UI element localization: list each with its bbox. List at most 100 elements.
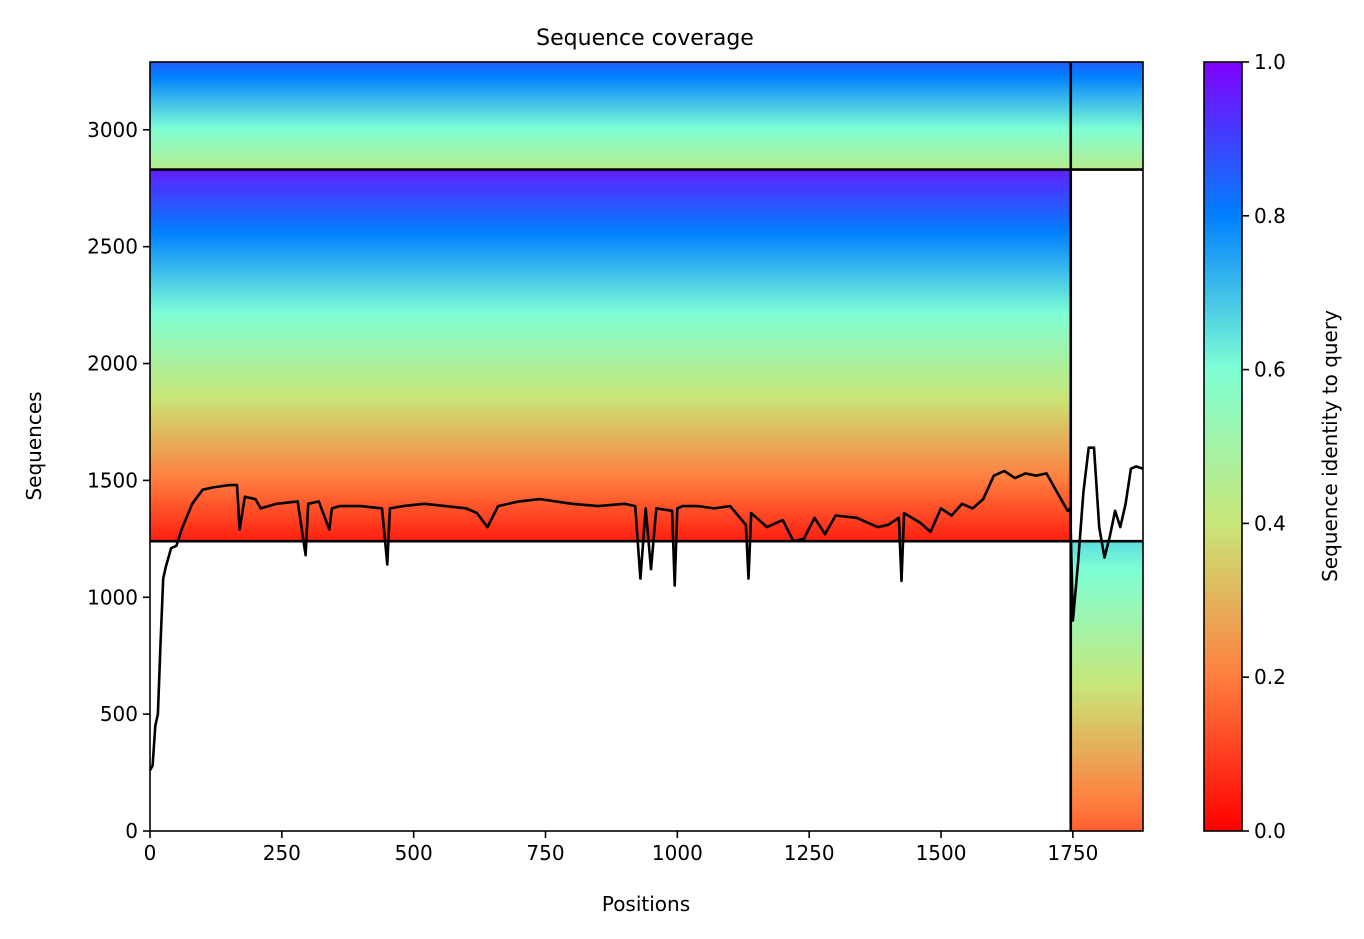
coverage-row-band xyxy=(150,249,1071,253)
coverage-row-band xyxy=(150,287,1071,291)
coverage-row-band xyxy=(1070,587,1143,590)
coverage-row-band xyxy=(150,335,1071,338)
coverage-row-band xyxy=(150,121,1143,125)
coverage-row-band xyxy=(1070,585,1143,588)
coverage-row-band xyxy=(150,441,1071,444)
coverage-row-band xyxy=(150,383,1071,386)
plot-area xyxy=(148,61,1144,832)
coverage-row-band xyxy=(1070,799,1143,802)
coverage-row-band xyxy=(1070,583,1143,586)
coverage-row-band xyxy=(1070,775,1143,778)
coverage-row-band xyxy=(150,377,1071,380)
coverage-row-band xyxy=(1070,637,1143,640)
coverage-row-band xyxy=(1070,745,1143,748)
coverage-row-band xyxy=(150,271,1071,275)
coverage-row-band xyxy=(1070,699,1143,702)
coverage-row-band xyxy=(1070,627,1143,630)
coverage-row-band xyxy=(150,91,1143,95)
coverage-row-band xyxy=(1070,655,1143,658)
coverage-row-band xyxy=(1070,797,1143,800)
coverage-row-band xyxy=(150,515,1071,518)
coverage-row-band xyxy=(1070,827,1143,830)
coverage-row-band xyxy=(1070,823,1143,826)
coverage-row-band xyxy=(150,343,1071,346)
coverage-row-band xyxy=(1070,643,1143,646)
coverage-row-band xyxy=(150,147,1143,151)
coverage-row-band xyxy=(1070,705,1143,708)
coverage-row-band xyxy=(150,259,1071,263)
coverage-row-band xyxy=(1070,761,1143,764)
coverage-row-band xyxy=(150,275,1071,279)
coverage-row-band xyxy=(1070,635,1143,638)
coverage-row-band xyxy=(150,413,1071,416)
coverage-row-band xyxy=(150,215,1071,219)
coverage-row-band xyxy=(150,531,1071,534)
coverage-row-band xyxy=(150,347,1071,350)
coverage-row-band xyxy=(150,233,1071,237)
coverage-row-band xyxy=(150,299,1071,302)
coverage-row-band xyxy=(150,231,1071,235)
coverage-row-band xyxy=(150,487,1071,490)
coverage-row-band xyxy=(150,419,1071,422)
coverage-row-band xyxy=(1070,723,1143,726)
colorbar-label: Sequence identity to query xyxy=(1318,310,1342,582)
coverage-row-band xyxy=(1070,751,1143,754)
coverage-row-band xyxy=(150,333,1071,336)
coverage-row-band xyxy=(1070,611,1143,614)
coverage-row-band xyxy=(150,507,1071,510)
coverage-row-band xyxy=(150,351,1071,354)
coverage-row-band xyxy=(1070,749,1143,752)
coverage-row-band xyxy=(1070,557,1143,560)
coverage-row-band xyxy=(150,449,1071,452)
colorbar-tick-label: 0.8 xyxy=(1254,204,1286,228)
x-tick-label: 0 xyxy=(144,841,157,865)
coverage-row-band xyxy=(150,461,1071,464)
coverage-row-band xyxy=(150,521,1071,524)
coverage-row-band xyxy=(150,369,1071,372)
coverage-row-band xyxy=(1070,691,1143,694)
coverage-row-band xyxy=(1070,807,1143,810)
coverage-row-band xyxy=(1070,623,1143,626)
coverage-row-band xyxy=(150,201,1071,205)
coverage-row-band xyxy=(150,535,1071,538)
coverage-row-band xyxy=(150,437,1071,440)
coverage-row-band xyxy=(150,263,1071,267)
coverage-row-band xyxy=(150,471,1071,474)
coverage-row-band xyxy=(1070,783,1143,786)
coverage-row-band xyxy=(1070,653,1143,656)
y-axis: 0 500 1000 1500 2000 2500 3000 xyxy=(87,118,150,843)
coverage-row-band xyxy=(150,257,1071,261)
x-axis-label: Positions xyxy=(602,892,690,916)
coverage-row-band xyxy=(150,73,1143,77)
coverage-row-band xyxy=(150,489,1071,492)
coverage-row-band xyxy=(150,491,1071,494)
coverage-row-band xyxy=(150,93,1143,97)
coverage-row-band xyxy=(150,341,1071,344)
coverage-row-band xyxy=(150,429,1071,432)
coverage-row-band xyxy=(1070,789,1143,792)
coverage-row-band xyxy=(150,107,1143,111)
coverage-row-band xyxy=(1070,741,1143,744)
coverage-row-band xyxy=(150,277,1071,281)
coverage-row-band xyxy=(150,87,1143,91)
coverage-row-band xyxy=(1070,559,1143,562)
coverage-row-band xyxy=(1070,715,1143,718)
coverage-row-band xyxy=(150,457,1071,460)
coverage-row-band xyxy=(150,409,1071,412)
coverage-row-band xyxy=(1070,619,1143,622)
coverage-row-band xyxy=(150,85,1143,89)
coverage-row-band xyxy=(1070,717,1143,720)
coverage-row-band xyxy=(150,395,1071,398)
coverage-row-band xyxy=(150,415,1071,418)
plot-frame xyxy=(149,61,1144,832)
x-tick-label: 750 xyxy=(526,841,564,865)
coverage-row-band xyxy=(1070,707,1143,710)
coverage-row-band xyxy=(1070,567,1143,570)
coverage-row-band xyxy=(150,425,1071,428)
coverage-row-band xyxy=(150,205,1071,209)
coverage-row-band xyxy=(150,175,1071,179)
coverage-row-band xyxy=(1070,777,1143,780)
coverage-row-band xyxy=(150,223,1071,227)
y-tick-label: 3000 xyxy=(87,118,138,142)
coverage-row-band xyxy=(150,199,1071,203)
